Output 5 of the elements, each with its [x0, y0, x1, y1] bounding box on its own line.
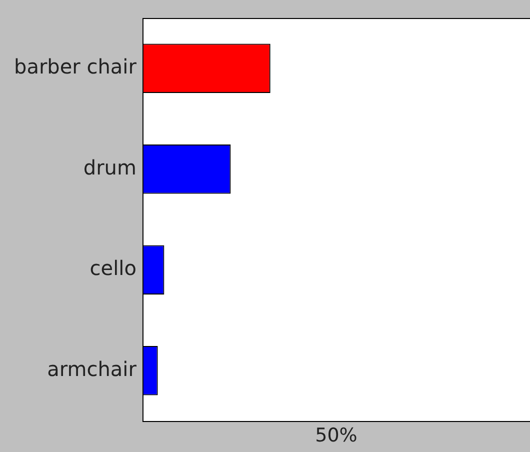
y-tick-label: armchair — [47, 356, 138, 381]
y-tick-label: cello — [90, 256, 136, 280]
y-tick-label: barber chair — [14, 54, 138, 79]
y-tick-label: drum — [83, 155, 136, 180]
text: 50% — [315, 424, 358, 446]
